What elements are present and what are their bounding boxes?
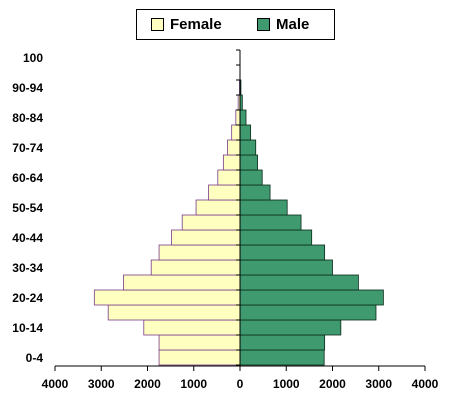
y-tick-label: 10-14 xyxy=(12,321,43,335)
y-tick-label: 40-44 xyxy=(12,231,43,245)
bar-female-10-14 xyxy=(143,319,241,336)
bar-female-5-9 xyxy=(158,334,241,351)
y-tick-label: 20-24 xyxy=(12,291,43,305)
bar-male-20-24 xyxy=(239,289,384,306)
bar-female-45-49 xyxy=(181,214,241,231)
legend-label-female: Female xyxy=(170,16,222,33)
bar-female-20-24 xyxy=(93,289,241,306)
x-tick-label: 3000 xyxy=(88,377,115,391)
legend-swatch-male xyxy=(257,18,270,31)
bar-male-5-9 xyxy=(239,334,326,351)
y-tick-label: 70-74 xyxy=(12,141,43,155)
bar-female-25-29 xyxy=(123,274,241,291)
bar-male-50-54 xyxy=(239,199,288,216)
bar-male-80-84 xyxy=(239,109,247,126)
bar-male-30-34 xyxy=(239,259,333,276)
x-tick-label: 3000 xyxy=(365,377,392,391)
bar-female-40-44 xyxy=(171,229,241,246)
bar-female-30-34 xyxy=(150,259,241,276)
bar-female-50-54 xyxy=(195,199,241,216)
y-tick-label: 90-94 xyxy=(12,81,43,95)
bar-female-15-19 xyxy=(107,304,241,321)
bar-male-45-49 xyxy=(239,214,302,231)
x-tick-label: 1000 xyxy=(273,377,300,391)
bar-female-75-79 xyxy=(231,124,241,141)
legend-item-female: Female xyxy=(151,16,222,33)
y-tick-label: 0-4 xyxy=(26,351,44,365)
bar-male-40-44 xyxy=(239,229,313,246)
y-tick-label: 60-64 xyxy=(12,171,43,185)
x-tick-label: 4000 xyxy=(42,377,69,391)
x-tick-label: 2000 xyxy=(134,377,161,391)
bar-female-70-74 xyxy=(227,139,241,156)
y-tick-label: 50-54 xyxy=(12,201,43,215)
bar-female-60-64 xyxy=(217,169,241,186)
x-tick-label: 0 xyxy=(237,377,244,391)
bar-male-55-59 xyxy=(239,184,271,201)
bar-male-60-64 xyxy=(239,169,263,186)
bar-male-65-69 xyxy=(239,154,258,171)
bar-male-0-4 xyxy=(239,349,325,366)
x-tick-label: 1000 xyxy=(180,377,207,391)
bar-male-10-14 xyxy=(239,319,342,336)
bar-female-0-4 xyxy=(158,349,241,366)
bar-male-70-74 xyxy=(239,139,257,156)
y-tick-label: 30-34 xyxy=(12,261,43,275)
bar-female-35-39 xyxy=(158,244,241,261)
bar-male-75-79 xyxy=(239,124,252,141)
y-tick-label: 80-84 xyxy=(12,111,43,125)
bar-female-80-84 xyxy=(235,109,241,126)
bar-female-55-59 xyxy=(208,184,241,201)
legend-label-male: Male xyxy=(276,16,310,33)
legend-item-male: Male xyxy=(257,16,309,33)
legend: Female Male xyxy=(136,9,335,40)
bar-female-65-69 xyxy=(222,154,241,171)
x-tick-label: 2000 xyxy=(319,377,346,391)
bar-male-35-39 xyxy=(239,244,326,261)
x-tick-label: 4000 xyxy=(412,377,439,391)
bar-male-15-19 xyxy=(239,304,377,321)
bar-male-25-29 xyxy=(239,274,359,291)
y-tick-label: 100 xyxy=(23,51,43,65)
legend-swatch-female xyxy=(151,18,164,31)
